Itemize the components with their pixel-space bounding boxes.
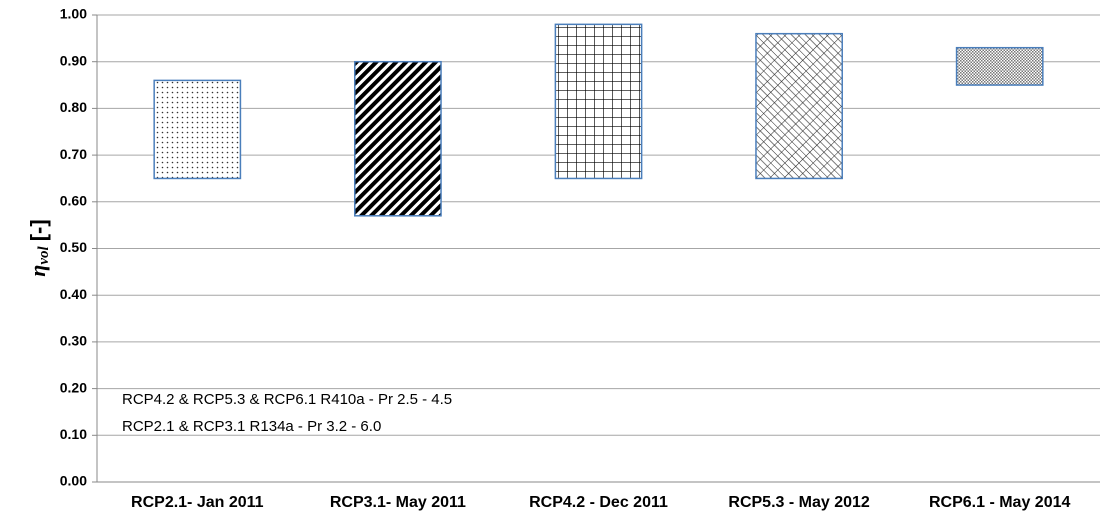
range-bar [955, 46, 1044, 86]
y-tick-label: 0.70 [60, 146, 87, 162]
range-bar [153, 79, 242, 180]
y-tick-label: 0.90 [60, 52, 87, 68]
y-label-unit: [-] [26, 219, 51, 241]
y-axis-label: ηvol [-] [25, 219, 52, 276]
annotation: RCP4.2 & RCP5.3 & RCP6.1 R410a - Pr 2.5 … [122, 391, 452, 408]
y-tick-label: 0.30 [60, 333, 87, 349]
y-tick-label: 1.00 [60, 6, 87, 22]
range-bar [354, 60, 442, 217]
range-bar [554, 23, 643, 180]
y-tick-label: 0.40 [60, 286, 87, 302]
y-label-symbol: η [25, 265, 50, 277]
y-tick-label: 0.00 [60, 473, 87, 489]
y-tick-label: 0.60 [60, 193, 87, 209]
x-tick-label: RCP6.1 - May 2014 [929, 494, 1071, 511]
y-tick-label: 0.20 [60, 379, 87, 395]
x-tick-label: RCP4.2 - Dec 2011 [529, 494, 668, 511]
y-tick-label: 0.50 [60, 239, 87, 255]
y-tick-label: 0.80 [60, 99, 87, 115]
range-bar [755, 32, 843, 180]
x-tick-label: RCP2.1- Jan 2011 [131, 494, 264, 511]
annotation: RCP2.1 & RCP3.1 R134a - Pr 3.2 - 6.0 [122, 418, 381, 435]
x-tick-label: RCP3.1- May 2011 [330, 494, 466, 511]
y-label-sub: vol [36, 245, 52, 264]
x-tick-label: RCP5.3 - May 2012 [728, 494, 870, 511]
y-tick-label: 0.10 [60, 426, 87, 442]
